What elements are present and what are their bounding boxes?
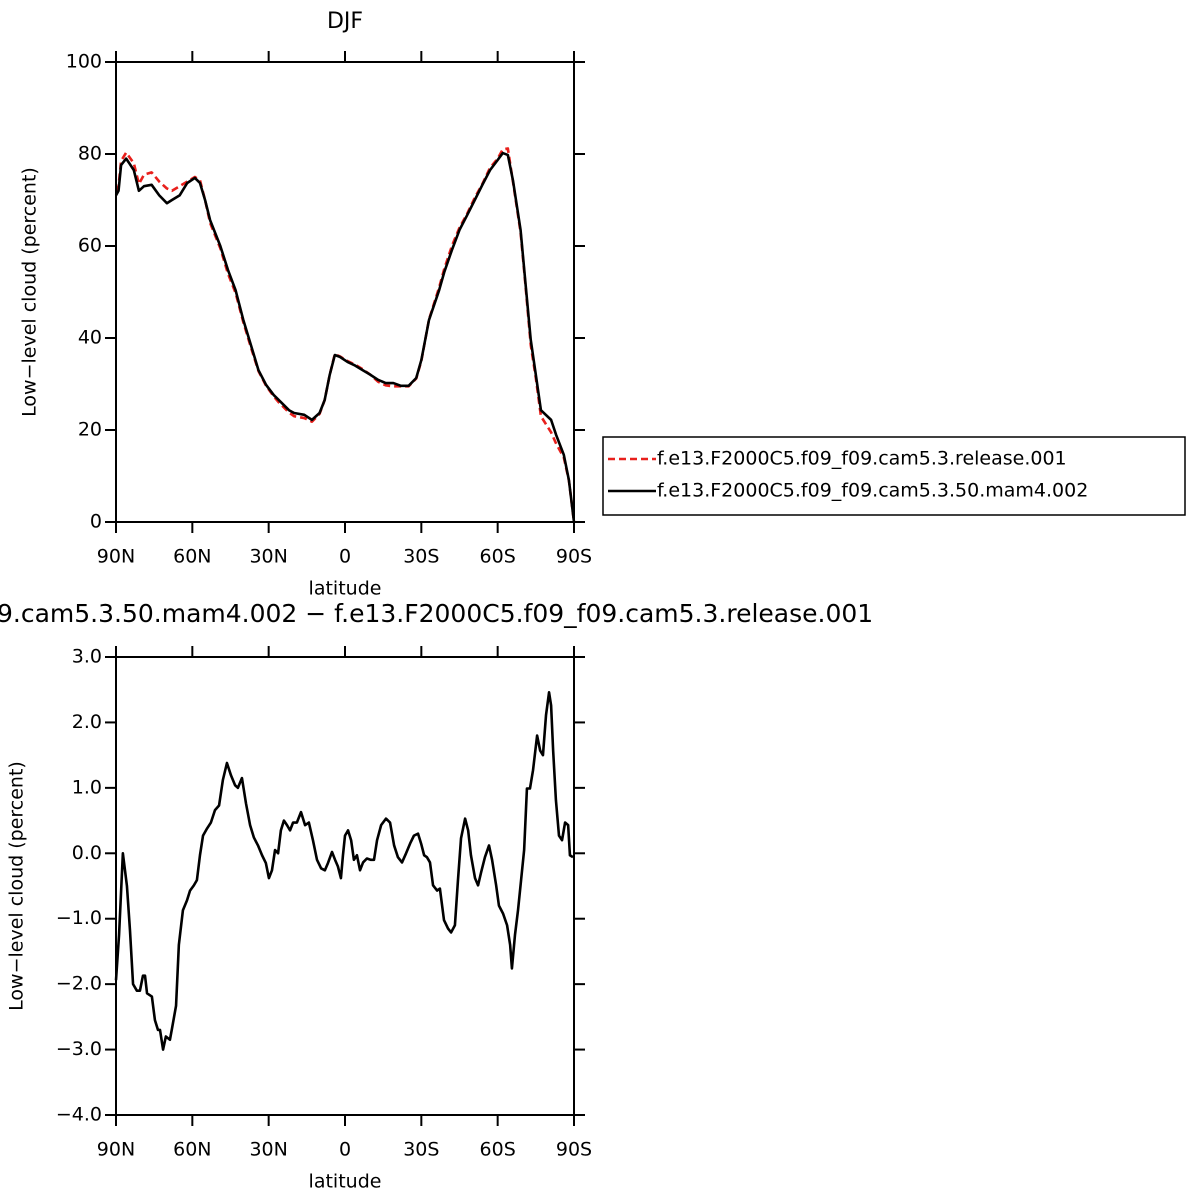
- x-axis-label: latitude: [309, 578, 382, 600]
- y-tick-label: 3.0: [72, 646, 102, 668]
- y-axis-label: Low−level cloud (percent): [19, 167, 41, 417]
- y-tick-label: 40: [78, 327, 102, 349]
- x-tick-label: 30S: [403, 1139, 439, 1161]
- y-tick-label: 0: [90, 511, 102, 533]
- legend-label: f.e13.F2000C5.f09_f09.cam5.3.50.mam4.002: [657, 480, 1088, 502]
- y-tick-label: 1.0: [72, 776, 102, 798]
- y-tick-label: −2.0: [56, 973, 102, 995]
- chart-title: 9.cam5.3.50.mam4.002 − f.e13.F2000C5.f09…: [0, 599, 873, 628]
- x-tick-label: 60S: [480, 1139, 516, 1161]
- x-tick-label: 30N: [249, 546, 287, 568]
- y-tick-label: −4.0: [56, 1104, 102, 1126]
- x-tick-label: 30S: [403, 546, 439, 568]
- legend-box: [602, 436, 1186, 516]
- y-tick-label: 20: [78, 419, 102, 441]
- data-line: [114, 147, 576, 523]
- x-tick-label: 30N: [249, 1139, 287, 1161]
- x-tick-label: 90N: [97, 546, 135, 568]
- y-axis-label: Low−level cloud (percent): [6, 761, 28, 1011]
- y-tick-label: −1.0: [56, 907, 102, 929]
- y-tick-label: 100: [66, 51, 102, 73]
- x-axis-label: latitude: [309, 1171, 382, 1193]
- y-tick-label: 2.0: [72, 711, 102, 733]
- plot-frame: [115, 61, 575, 523]
- y-tick-label: 80: [78, 143, 102, 165]
- y-tick-label: −3.0: [56, 1038, 102, 1060]
- y-tick-label: 60: [78, 235, 102, 257]
- data-line: [114, 691, 574, 1051]
- x-tick-label: 60N: [173, 1139, 211, 1161]
- legend-label: f.e13.F2000C5.f09_f09.cam5.3.release.001: [657, 448, 1067, 470]
- x-tick-label: 0: [339, 546, 351, 568]
- y-tick-label: 0.0: [72, 842, 102, 864]
- x-tick-label: 90N: [97, 1139, 135, 1161]
- data-line: [114, 151, 576, 523]
- x-tick-label: 60N: [173, 546, 211, 568]
- x-tick-label: 60S: [480, 546, 516, 568]
- x-tick-label: 90S: [556, 546, 592, 568]
- plot-frame: [115, 656, 575, 1116]
- x-tick-label: 0: [339, 1139, 351, 1161]
- x-tick-label: 90S: [556, 1139, 592, 1161]
- chart-title: DJF: [327, 9, 363, 34]
